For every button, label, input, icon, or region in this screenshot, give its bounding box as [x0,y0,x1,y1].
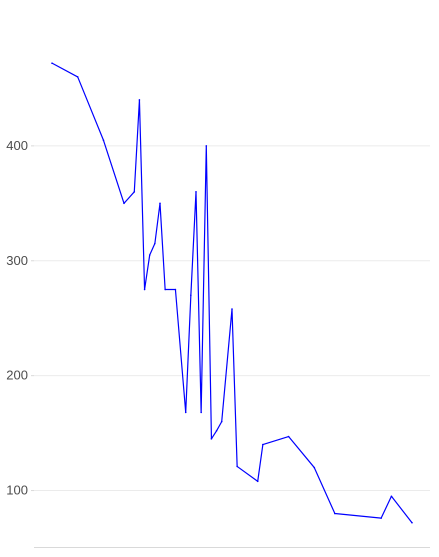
data-point-12 [184,411,187,414]
data-point-9 [159,202,161,205]
y-tick-label-300: 300 [6,253,28,268]
data-point-25 [313,466,316,469]
data-point-28 [390,495,393,498]
data-point-3 [123,202,125,205]
data-point-2 [102,139,105,141]
data-point-22 [256,480,259,483]
data-point-4 [133,191,136,193]
data-point-0 [51,62,53,64]
data-point-1 [76,76,79,78]
data-point-24 [287,435,290,438]
series-layer [51,62,413,524]
data-point-14 [195,191,197,193]
y-tick-label-400: 400 [6,138,28,153]
gridlines [34,145,430,492]
data-point-15 [200,411,202,414]
data-point-17 [210,438,213,440]
data-point-5 [138,99,141,101]
y-axis: 100 200 300 400 [6,138,430,548]
data-point-11 [174,288,177,291]
y-tick-label-200: 200 [6,368,28,383]
data-point-6 [143,288,146,291]
series-line [51,62,413,524]
data-point-23 [262,443,264,446]
data-point-16 [205,145,208,147]
data-point-10 [164,288,166,291]
data-point-21 [236,465,238,468]
data-point-18 [215,430,218,432]
data-point-8 [154,242,156,245]
data-point-27 [380,517,382,519]
y-tick-label-100: 100 [6,483,28,498]
data-point-19 [220,420,223,423]
data-point-13 [190,294,192,297]
data-point-20 [231,308,233,310]
data-point-26 [334,512,336,515]
data-point-7 [148,254,151,256]
data-point-29 [411,521,413,524]
